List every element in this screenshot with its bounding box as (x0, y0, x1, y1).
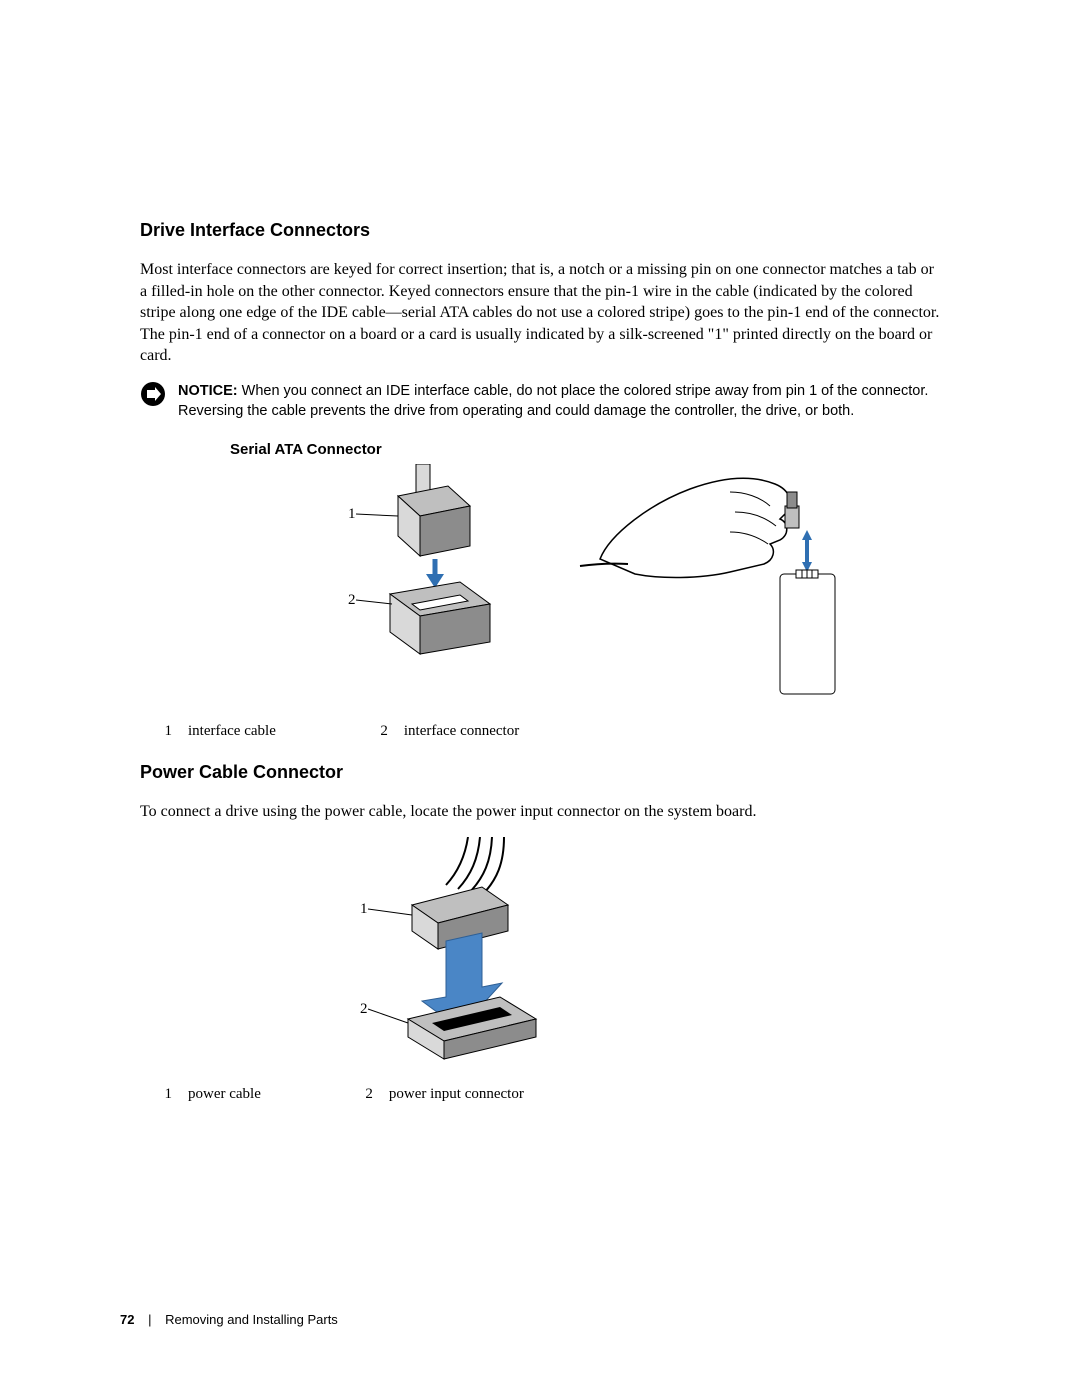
figure2-callout-1: 1 (360, 901, 368, 917)
legend-text: interface cable (188, 723, 276, 740)
figure1-svg: 1 2 (140, 464, 940, 704)
section-heading-drive-interface: Drive Interface Connectors (140, 220, 940, 241)
notice-block: NOTICE: When you connect an IDE interfac… (140, 381, 940, 421)
legend-num: 1 (160, 1086, 172, 1103)
figure1-title: Serial ATA Connector (230, 441, 940, 458)
legend-num: 1 (160, 723, 172, 740)
figure2-legend-item-2: 2 power input connector (361, 1086, 524, 1103)
figure1-legend: 1 interface cable 2 interface connector (160, 723, 940, 740)
legend-num: 2 (376, 723, 388, 740)
legend-text: power input connector (389, 1086, 524, 1103)
paragraph-power-cable: To connect a drive using the power cable… (140, 801, 940, 823)
legend-text: interface connector (404, 723, 519, 740)
notice-text: NOTICE: When you connect an IDE interfac… (178, 381, 940, 421)
legend-num: 2 (361, 1086, 373, 1103)
figure1-right-illustration (580, 478, 835, 694)
figure1-area: 1 2 (140, 464, 940, 709)
figure2-legend: 1 power cable 2 power input connector (160, 1086, 940, 1103)
figure1-callout-1: 1 (348, 506, 356, 522)
paragraph-drive-interface: Most interface connectors are keyed for … (140, 259, 940, 367)
figure2-area: 1 2 (140, 837, 940, 1072)
figure2-callout-2: 2 (360, 1001, 368, 1017)
page-section: Removing and Installing Parts (165, 1312, 338, 1327)
page-number: 72 (120, 1312, 134, 1327)
figure2-legend-item-1: 1 power cable (160, 1086, 261, 1103)
figure1-callout-2: 2 (348, 592, 356, 608)
legend-text: power cable (188, 1086, 261, 1103)
notice-label: NOTICE: (178, 383, 238, 399)
notice-body: When you connect an IDE interface cable,… (178, 383, 928, 419)
figure2-svg: 1 2 (140, 837, 940, 1067)
page-footer: 72 | Removing and Installing Parts (120, 1312, 338, 1327)
figure1-legend-item-2: 2 interface connector (376, 723, 519, 740)
notice-arrow-icon (140, 381, 166, 407)
section-heading-power-cable: Power Cable Connector (140, 762, 940, 783)
figure1-legend-item-1: 1 interface cable (160, 723, 276, 740)
footer-separator: | (148, 1312, 151, 1327)
figure1-left-illustration: 1 2 (348, 464, 490, 654)
